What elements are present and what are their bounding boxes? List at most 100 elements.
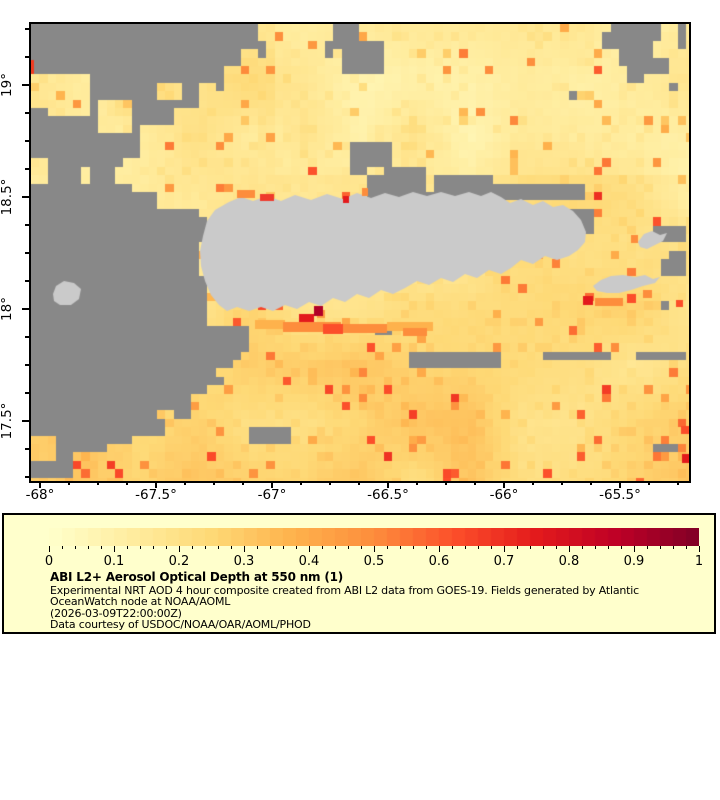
legend-text: ABI L2+ Aerosol Optical Depth at 550 nm … xyxy=(50,570,639,631)
colorbar-minor-tick xyxy=(491,546,492,549)
colorbar-major-tick xyxy=(114,546,115,552)
x-minor-tick xyxy=(126,481,128,485)
x-major-tick xyxy=(271,481,273,488)
colorbar-minor-tick xyxy=(192,546,193,549)
colorbar-minor-tick xyxy=(101,546,102,549)
colorbar-tick-label: 0.1 xyxy=(103,554,125,569)
colorbar-minor-tick xyxy=(335,546,336,549)
colorbar-minor-tick xyxy=(608,546,609,549)
y-minor-tick xyxy=(25,28,29,30)
colorbar-minor-tick xyxy=(361,546,362,549)
colorbar-minor-tick xyxy=(543,546,544,549)
x-minor-tick xyxy=(648,481,650,485)
x-tick-label: -67° xyxy=(257,487,287,503)
x-minor-tick xyxy=(97,481,99,485)
colorbar-major-tick xyxy=(374,546,375,552)
colorbar-minor-tick xyxy=(62,546,63,549)
colorbar-minor-tick xyxy=(270,546,271,549)
y-minor-tick xyxy=(25,224,29,226)
y-tick-label: 18.5° xyxy=(0,178,15,216)
x-tick-label: -65.5° xyxy=(599,487,641,503)
legend-line-3: (2026-03-09T22:00:00Z) xyxy=(50,606,182,620)
colorbar-minor-tick xyxy=(517,546,518,549)
colorbar-minor-tick xyxy=(582,546,583,549)
colorbar-minor-tick xyxy=(426,546,427,549)
colorbar-major-tick xyxy=(179,546,180,552)
colorbar-minor-tick xyxy=(647,546,648,549)
colorbar-major-tick xyxy=(49,546,50,552)
colorbar-gradient xyxy=(49,528,699,546)
y-major-tick xyxy=(22,196,29,198)
y-minor-tick xyxy=(25,252,29,254)
colorbar-tick-label: 0.8 xyxy=(558,554,580,569)
colorbar-minor-tick xyxy=(478,546,479,549)
colorbar-minor-tick xyxy=(296,546,297,549)
colorbar-tick-label: 0 xyxy=(44,554,54,569)
y-minor-tick xyxy=(25,336,29,338)
colorbar-tick-label: 0.4 xyxy=(298,554,320,569)
colorbar-minor-tick xyxy=(218,546,219,549)
legend-title: ABI L2+ Aerosol Optical Depth at 550 nm … xyxy=(50,570,344,584)
x-minor-tick xyxy=(184,481,186,485)
colorbar-minor-tick xyxy=(452,546,453,549)
y-minor-tick xyxy=(25,112,29,114)
colorbar-minor-tick xyxy=(231,546,232,549)
y-tick-label: 19° xyxy=(0,73,15,97)
colorbar-minor-tick xyxy=(530,546,531,549)
colorbar-major-tick xyxy=(699,546,700,552)
colorbar-minor-tick xyxy=(595,546,596,549)
x-minor-tick xyxy=(445,481,447,485)
colorbar-major-tick xyxy=(634,546,635,552)
x-tick-label: -68° xyxy=(25,487,55,503)
colorbar-minor-tick xyxy=(400,546,401,549)
y-minor-tick xyxy=(25,56,29,58)
y-minor-tick xyxy=(25,280,29,282)
colorbar-tick-label: 0.5 xyxy=(363,554,385,569)
colorbar-minor-tick xyxy=(387,546,388,549)
x-tick-label: -66.5° xyxy=(367,487,409,503)
colorbar-minor-tick xyxy=(166,546,167,549)
colorbar-minor-tick xyxy=(673,546,674,549)
y-minor-tick xyxy=(25,140,29,142)
y-minor-tick xyxy=(25,364,29,366)
colorbar-minor-tick xyxy=(127,546,128,549)
colorbar-minor-tick xyxy=(413,546,414,549)
colorbar-tick-label: 0.6 xyxy=(428,554,450,569)
y-major-tick xyxy=(22,420,29,422)
colorbar-minor-tick xyxy=(348,546,349,549)
y-minor-tick xyxy=(25,392,29,394)
colorbar-minor-tick xyxy=(75,546,76,549)
colorbar-minor-tick xyxy=(153,546,154,549)
x-tick-label: -66° xyxy=(489,487,519,503)
colorbar-minor-tick xyxy=(88,546,89,549)
colorbar-major-tick xyxy=(569,546,570,552)
x-major-tick xyxy=(503,481,505,488)
aod-raster-canvas xyxy=(31,24,689,481)
legend-line-1: Experimental NRT AOD 4 hour composite cr… xyxy=(50,583,639,597)
colorbar-minor-tick xyxy=(465,546,466,549)
colorbar-tick-label: 0.7 xyxy=(493,554,515,569)
colorbar-minor-tick xyxy=(283,546,284,549)
y-tick-label: 18° xyxy=(0,297,15,321)
colorbar-tick-label: 0.9 xyxy=(623,554,645,569)
x-minor-tick xyxy=(590,481,592,485)
y-major-tick xyxy=(22,308,29,310)
x-minor-tick xyxy=(242,481,244,485)
y-minor-tick xyxy=(25,448,29,450)
colorbar-minor-tick xyxy=(205,546,206,549)
x-tick-label: -67.5° xyxy=(135,487,177,503)
legend-box: 0 0.1 0.2 0.3 0.4 0.5 0.6 0.7 0.8 0.9 1 ABI L2+ Ae… xyxy=(2,513,716,634)
map-panel: 19° 18.5° 18° 17.5° -68° -67.5° -67° -66.5° -66… xyxy=(0,22,691,503)
y-major-tick xyxy=(22,84,29,86)
x-major-tick xyxy=(387,481,389,488)
x-minor-tick xyxy=(474,481,476,485)
colorbar-minor-tick xyxy=(257,546,258,549)
colorbar-minor-tick xyxy=(686,546,687,549)
x-minor-tick xyxy=(358,481,360,485)
x-minor-tick xyxy=(329,481,331,485)
colorbar-major-tick xyxy=(244,546,245,552)
colorbar-tick-label: 1 xyxy=(694,554,704,569)
x-major-tick xyxy=(39,481,41,488)
y-minor-tick xyxy=(25,168,29,170)
